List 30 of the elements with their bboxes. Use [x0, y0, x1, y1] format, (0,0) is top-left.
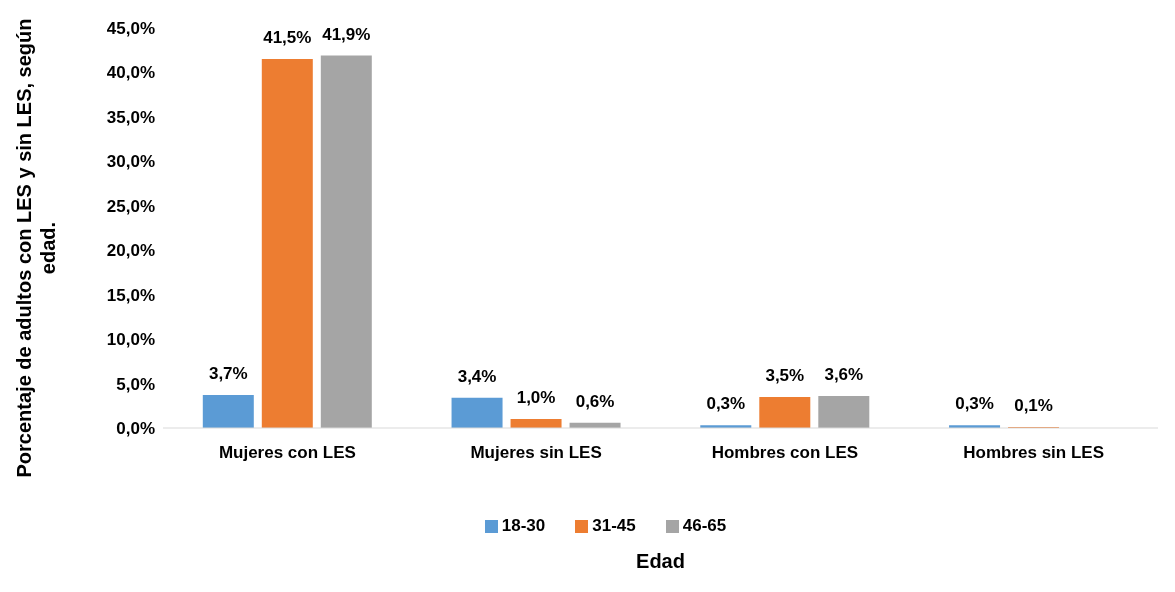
x-tick-label: Mujeres sin LES: [470, 443, 602, 463]
data-label: 3,6%: [824, 365, 864, 384]
data-label: 3,4%: [457, 366, 497, 386]
x-tick-label: Hombres con LES: [711, 443, 859, 463]
y-tick-label: 15,0%: [106, 285, 155, 305]
data-label: 3,7%: [208, 364, 248, 384]
y-tick-label: 5,0%: [116, 374, 155, 394]
data-label: 41,5%: [263, 28, 312, 48]
legend-label: 31-45: [592, 516, 636, 535]
y-tick-label: 35,0%: [106, 107, 155, 127]
y-tick-label: 0,0%: [116, 419, 155, 439]
data-label: 3,5%: [765, 365, 805, 385]
legend-label: 18-30: [501, 516, 546, 535]
data-label: 41,9%: [322, 24, 371, 44]
data-label: 0,3%: [706, 394, 746, 414]
data-label: 0,1%: [1014, 396, 1053, 416]
data-label: 1,0%: [516, 388, 556, 408]
y-tick-label: 20,0%: [106, 241, 155, 261]
y-tick-label: 30,0%: [106, 152, 155, 172]
y-tick-label: 10,0%: [106, 330, 155, 350]
y-tick-label: 40,0%: [106, 63, 155, 83]
data-label: 0,6%: [575, 391, 615, 411]
legend-label: 46-65: [682, 516, 727, 535]
x-axis-title: Edad: [635, 550, 686, 573]
x-tick-label: Hombres sin LES: [963, 443, 1105, 463]
x-tick-label: Mujeres con LES: [218, 443, 356, 463]
y-tick-label: 45,0%: [106, 19, 155, 39]
y-axis-title: Porcentaje de adultos con LES y sin LES, según edad.: [13, 18, 59, 478]
y-tick-label: 25,0%: [106, 196, 155, 216]
data-label: 0,3%: [955, 394, 994, 414]
